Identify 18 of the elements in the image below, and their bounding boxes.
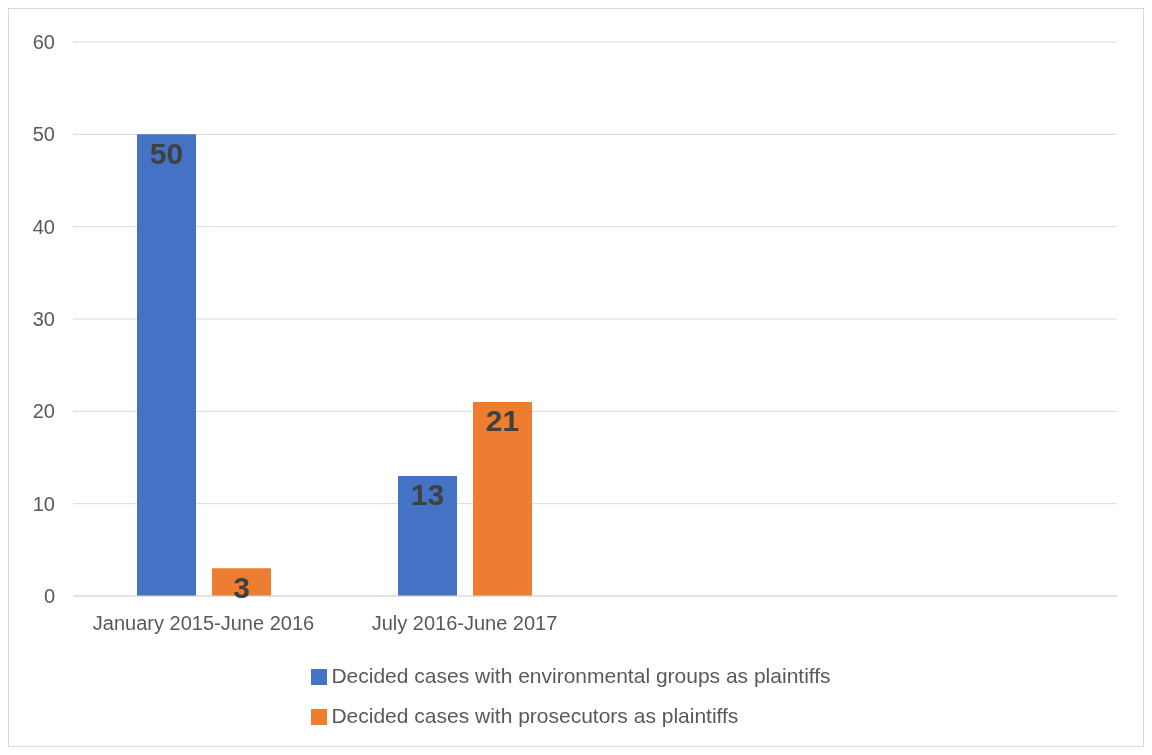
data-label: 50: [149, 136, 184, 170]
data-label: 13: [410, 478, 445, 512]
bar: [137, 134, 196, 596]
legend-label: Decided cases with environmental groups as plaintiffs: [331, 664, 831, 687]
x-tick-label: January 2015-June 2016: [92, 612, 315, 635]
bar: [398, 475, 457, 596]
y-tick-label: 50: [32, 123, 55, 146]
data-label: 21: [485, 404, 520, 438]
x-tick-label: July 2016-June 2017: [371, 612, 558, 635]
y-tick-label: 0: [43, 585, 55, 608]
y-tick-label: 40: [32, 215, 55, 238]
y-tick-label: 20: [32, 400, 55, 423]
bar: [473, 402, 532, 596]
y-tick-label: 10: [32, 492, 55, 515]
y-tick-label: 60: [32, 31, 55, 54]
data-label: 3: [233, 570, 250, 604]
legend-label: Decided cases with prosecutors as plaintiffs: [331, 704, 739, 727]
y-tick-label: 30: [32, 308, 55, 331]
